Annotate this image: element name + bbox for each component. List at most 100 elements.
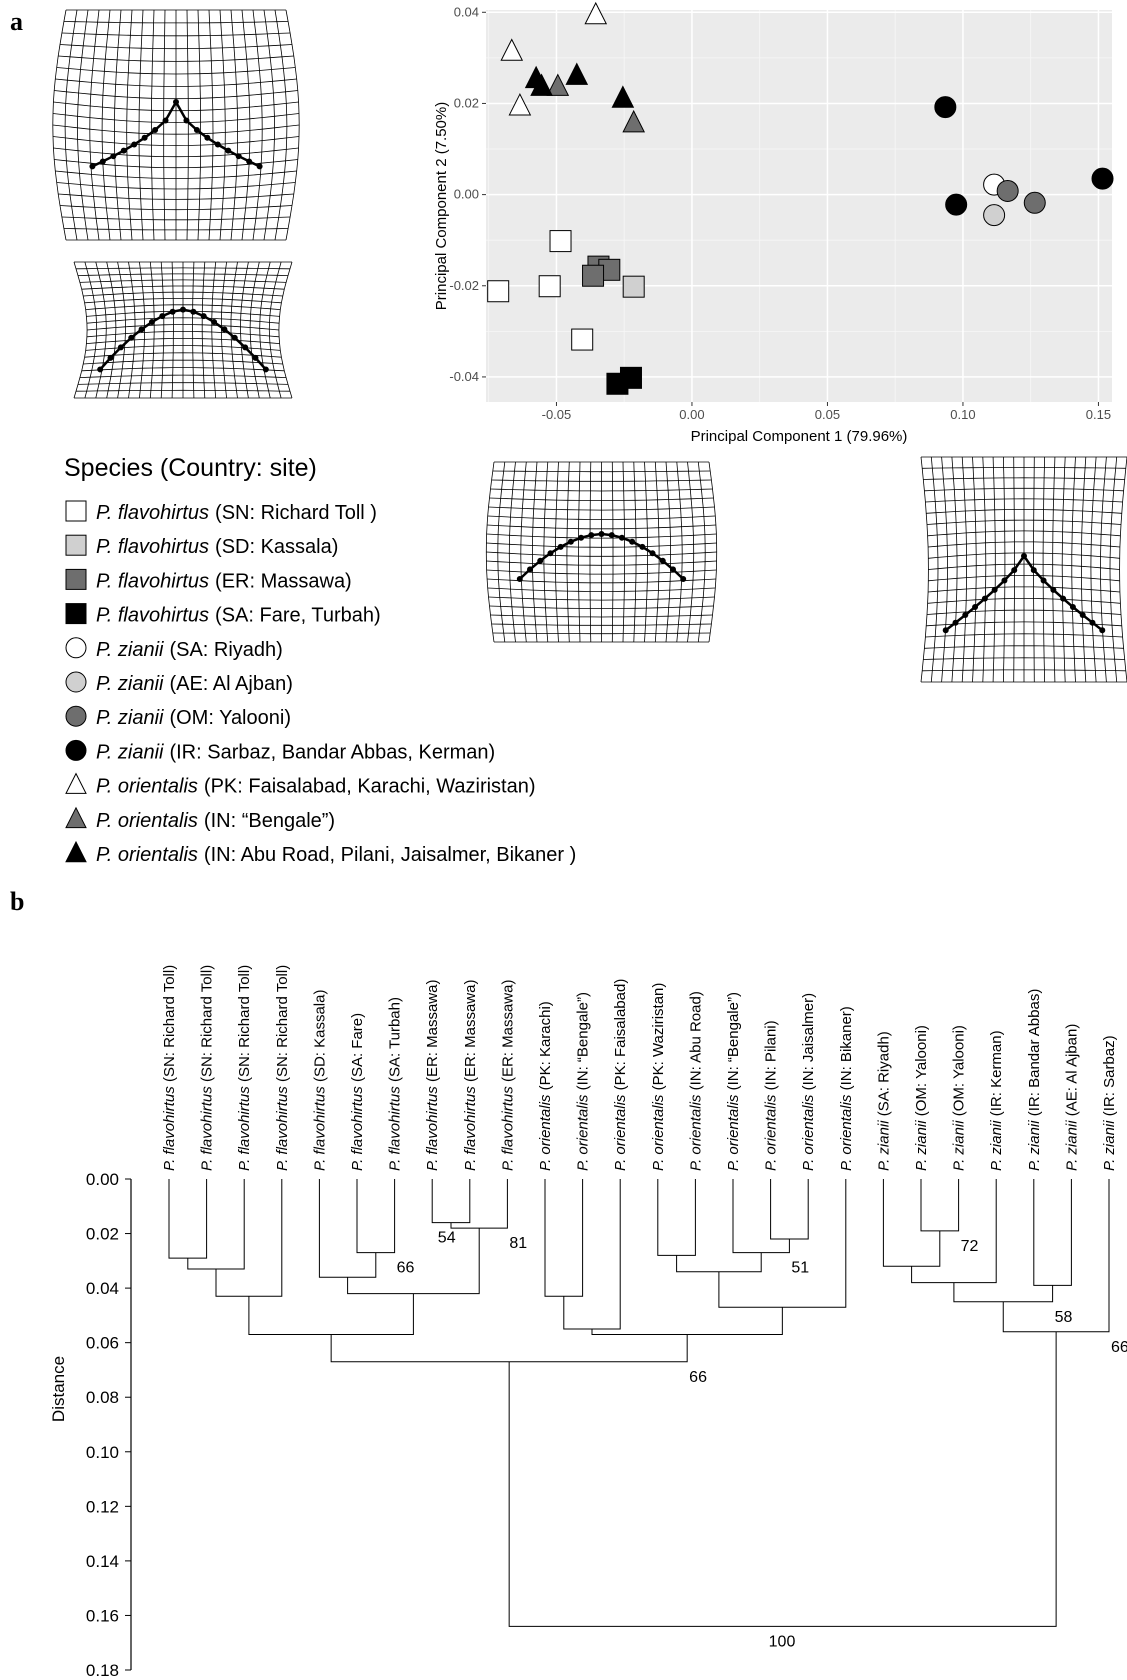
leaf-species: P. flavohirtus	[499, 1086, 516, 1171]
square-marker	[487, 280, 510, 303]
landmark-point	[159, 313, 166, 320]
leaf-site: (OM: Yalooni)	[951, 1025, 968, 1120]
landmark-point	[1001, 577, 1008, 584]
square-marker	[65, 534, 87, 556]
dendrogram-branch	[330, 1334, 688, 1363]
grid-line	[52, 124, 300, 135]
leaf-species: P. zianii	[875, 1120, 892, 1171]
leaf-site: (IN: “Bengale”)	[575, 992, 592, 1095]
legend-label: P. orientalis (PK: Faisalabad, Karachi, W…	[96, 776, 536, 798]
leaf-site: (SD: Kassala)	[311, 990, 328, 1087]
legend-region: (OM: Yalooni)	[169, 707, 291, 729]
leaf-site: (PK: Faisalabad)	[612, 979, 629, 1095]
legend-label: P. flavohirtus (SN: Richard Toll )	[96, 502, 377, 524]
leaf-site: (SA: Fare)	[349, 1013, 366, 1086]
triangle-marker	[584, 1, 608, 25]
dendrogram-branch	[591, 1307, 783, 1335]
grid-line	[490, 614, 713, 618]
legend-species: P. flavohirtus	[96, 570, 209, 592]
deformation-grid-mid-left	[73, 261, 293, 399]
grid-line	[489, 497, 714, 501]
grid-line	[927, 597, 1121, 604]
landmark-point	[516, 576, 523, 582]
bootstrap-support-label: 100	[769, 1633, 796, 1650]
leaf-label: P. orientalis (IN: “Bengale”)	[725, 992, 742, 1171]
dendrogram-branch	[676, 1252, 762, 1273]
dendrogram-branch	[1033, 1179, 1072, 1286]
landmark-point	[659, 557, 666, 564]
y-tick-label: 0.00	[86, 1170, 119, 1189]
legend-region: (SA: Fare, Turbah)	[215, 605, 381, 627]
circle-marker	[65, 705, 87, 727]
leaf-site: (IN: Abu Road)	[687, 991, 704, 1094]
landmark-point	[1011, 567, 1018, 574]
dendrogram: Distance 0.00 0.02 0.04 0.06 0.08 0.10 0.12 0.1…	[49, 965, 1127, 1680]
bootstrap-support-label: 81	[509, 1235, 527, 1252]
leaf-label: P. flavohirtus (SN: Richard Toll)	[236, 965, 253, 1171]
landmark-point	[527, 566, 534, 573]
grid-line	[926, 519, 1122, 525]
dendrogram-branch	[544, 1179, 584, 1297]
grid-line	[208, 9, 214, 241]
square-marker	[65, 500, 87, 522]
grid-line	[508, 461, 516, 643]
landmark-point	[131, 141, 138, 148]
leaf-species: P. flavohirtus	[424, 1086, 441, 1171]
landmark-point	[99, 158, 106, 165]
grid-line	[1042, 456, 1045, 683]
leaf-label: P. flavohirtus (ER: Massawa)	[462, 980, 479, 1171]
landmark-point	[231, 334, 238, 341]
grid-line	[171, 261, 174, 399]
x-tick-label: 0.15	[1086, 407, 1111, 422]
dendrogram-branch	[431, 1179, 471, 1224]
grid-line	[106, 261, 117, 399]
grid-line	[923, 477, 1125, 480]
grid-line	[59, 44, 293, 50]
dendrogram-branch	[770, 1179, 809, 1240]
triangle-marker	[530, 73, 553, 96]
grid-line	[56, 182, 296, 190]
landmark-point	[200, 313, 207, 320]
leaf-site: (SN: Richard Toll)	[199, 965, 216, 1086]
landmark-point	[242, 344, 249, 351]
grid-line	[86, 330, 280, 338]
leaf-species: P. flavohirtus	[387, 1086, 404, 1171]
grid-line	[52, 113, 300, 124]
grid-line	[922, 467, 1126, 469]
grid-line	[240, 261, 249, 399]
legend-label: P. zianii (IR: Sarbaz, Bandar Abbas, Kerm…	[96, 741, 495, 763]
legend-region: (SA: Riyadh)	[169, 639, 282, 661]
leaf-label: P. flavohirtus (SN: Richard Toll)	[274, 965, 291, 1171]
y-tick-label: 0.04	[454, 4, 479, 19]
leaf-species: P. orientalis	[537, 1094, 554, 1171]
leaf-label: P. orientalis (PK: Karachi)	[537, 1001, 554, 1171]
landmark-point	[117, 344, 124, 351]
grid-line	[644, 461, 648, 643]
leaf-site: (SA: Turbah)	[387, 997, 404, 1086]
leaf-species: P. zianii	[988, 1120, 1005, 1171]
square-marker	[619, 366, 642, 389]
grid-line	[928, 563, 1120, 570]
landmark-point	[1069, 603, 1076, 610]
leaf-label: P. zianii (IR: Bandar Abbas)	[1026, 989, 1043, 1171]
leaf-label: P. zianii (AE: Al Ajban)	[1063, 1024, 1080, 1171]
legend-region: (ER: Massawa)	[215, 570, 352, 592]
grid-line	[126, 9, 133, 241]
grid-line	[489, 605, 714, 609]
landmark-point	[110, 153, 117, 160]
y-tick-label: -0.02	[449, 278, 479, 293]
x-tick-label: 0.00	[679, 407, 704, 422]
circle-marker	[996, 179, 1019, 202]
legend-label: P. flavohirtus (ER: Massawa)	[96, 570, 352, 592]
grid-line	[274, 9, 288, 241]
square-marker	[622, 275, 645, 298]
leaf-label: P. flavohirtus (ER: Massawa)	[499, 980, 516, 1171]
grid-line	[249, 261, 260, 399]
legend-region: (AE: Al Ajban)	[169, 673, 292, 695]
grid-line	[77, 273, 289, 276]
grid-line	[63, 21, 289, 24]
grid-line	[117, 261, 126, 399]
grid-line	[633, 461, 637, 643]
triangle-marker	[500, 38, 524, 61]
grid-line	[61, 32, 291, 37]
